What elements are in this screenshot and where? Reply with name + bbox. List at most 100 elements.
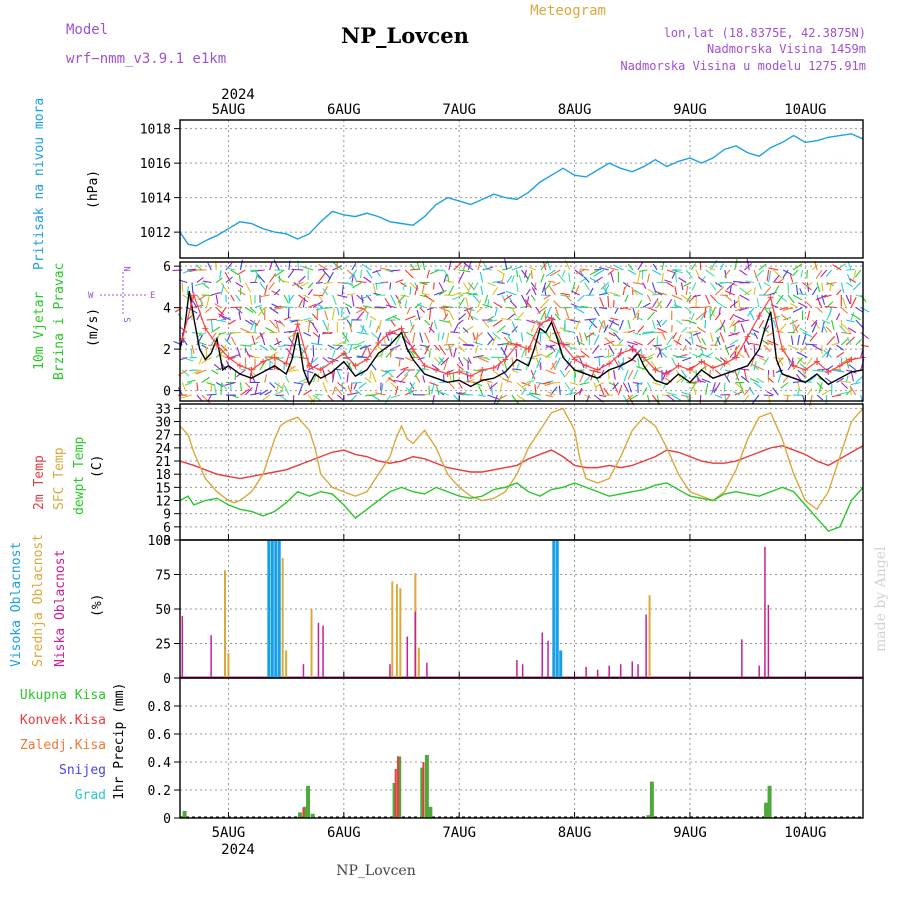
wind-barb bbox=[685, 285, 689, 296]
wind-barb bbox=[322, 374, 329, 383]
wind-barb bbox=[671, 269, 683, 274]
wind-barb bbox=[662, 369, 668, 380]
wind-barb bbox=[617, 338, 624, 346]
wind-barb bbox=[545, 269, 556, 277]
pressure-frame bbox=[179, 119, 864, 259]
wind-barb bbox=[740, 323, 745, 333]
wind-barb bbox=[531, 287, 537, 296]
wind-barb bbox=[431, 364, 440, 371]
wind-barb bbox=[691, 381, 700, 384]
wind-barb bbox=[792, 307, 803, 313]
wind-barb bbox=[612, 344, 624, 347]
wind-barb bbox=[254, 304, 262, 309]
wind-barb bbox=[458, 291, 470, 296]
wind-barb bbox=[633, 340, 643, 346]
y-tick-label: 25 bbox=[155, 638, 171, 653]
wind-barb bbox=[499, 382, 503, 393]
wind-barb bbox=[797, 369, 806, 378]
wind-barb bbox=[468, 282, 474, 291]
wind-barb bbox=[714, 335, 721, 346]
wind-barb bbox=[739, 269, 748, 276]
wind-barb bbox=[534, 384, 537, 396]
wind-barb bbox=[309, 357, 319, 366]
bar bbox=[389, 664, 391, 678]
wind-barb bbox=[654, 290, 663, 296]
wind-barb bbox=[777, 374, 782, 383]
wind-barb bbox=[554, 313, 561, 321]
wind-barb bbox=[341, 285, 344, 296]
wind-barb bbox=[271, 290, 280, 296]
wind-barb bbox=[720, 294, 728, 297]
wind-barb bbox=[402, 282, 406, 290]
wind-barb bbox=[700, 344, 704, 354]
wind-barb bbox=[661, 272, 664, 283]
wind-barb bbox=[613, 294, 621, 297]
wind-barb bbox=[646, 294, 652, 302]
wind-barb bbox=[239, 382, 243, 392]
wind-barb bbox=[424, 344, 430, 352]
wind-barb bbox=[796, 357, 803, 365]
wind-barb bbox=[525, 344, 527, 357]
wind-barb bbox=[477, 259, 482, 271]
wind-barb bbox=[506, 332, 513, 344]
wind-barb bbox=[690, 263, 697, 271]
pressure-panel: 1012 1014 1016 1018 bbox=[140, 119, 864, 259]
wind-barb bbox=[288, 294, 295, 302]
wind-barb bbox=[397, 294, 406, 304]
wind-barb bbox=[602, 394, 614, 397]
wind-barb bbox=[748, 386, 755, 396]
wind-barb bbox=[487, 338, 493, 346]
wind-barb bbox=[315, 281, 323, 284]
y-tick-label: 15 bbox=[155, 481, 171, 496]
bar bbox=[391, 581, 394, 678]
wind-barb bbox=[692, 353, 701, 359]
bar bbox=[406, 636, 409, 678]
wind-barb bbox=[305, 319, 314, 323]
wind-barb bbox=[269, 307, 279, 314]
wind-barb bbox=[593, 382, 597, 391]
wind-barb bbox=[283, 294, 289, 304]
wind-barb bbox=[275, 394, 285, 397]
wind-barb bbox=[604, 337, 614, 346]
bar bbox=[645, 614, 647, 678]
wind-barb bbox=[240, 388, 250, 396]
wind-barb bbox=[506, 306, 515, 310]
wind-barb bbox=[429, 269, 440, 275]
wind-barb bbox=[525, 288, 531, 296]
wind-barb bbox=[558, 385, 561, 396]
wind-barb bbox=[666, 282, 674, 288]
compass-e: E bbox=[150, 291, 155, 301]
wind-barb bbox=[661, 332, 667, 340]
bar bbox=[277, 540, 281, 678]
wind-barb bbox=[674, 270, 678, 283]
wind-barb bbox=[850, 297, 857, 308]
wind-barb bbox=[607, 295, 610, 308]
wind-barb bbox=[191, 344, 195, 354]
wind-barb bbox=[458, 369, 470, 374]
wind-barb bbox=[466, 309, 474, 321]
wind-barb bbox=[438, 319, 450, 324]
wind-barb bbox=[303, 332, 311, 337]
wind-barb bbox=[753, 344, 756, 355]
wind-barb bbox=[637, 261, 644, 271]
wind-barb bbox=[466, 292, 478, 296]
wind-barb bbox=[729, 319, 736, 329]
wind-barb bbox=[207, 394, 212, 402]
bar bbox=[392, 783, 397, 818]
dewpt-temp-line bbox=[179, 482, 864, 533]
wind-barb bbox=[574, 369, 577, 378]
wind-barb bbox=[516, 362, 520, 371]
wind-barb bbox=[680, 282, 684, 291]
wind-barb bbox=[387, 377, 396, 383]
wind-barb bbox=[705, 269, 715, 277]
wind-barb bbox=[768, 267, 779, 271]
wind-barb bbox=[213, 363, 222, 371]
wind-barb bbox=[442, 305, 454, 309]
wind-barb bbox=[516, 394, 526, 401]
wind-barb bbox=[724, 373, 731, 383]
wind-barb bbox=[764, 341, 774, 346]
wind-barb bbox=[317, 273, 326, 283]
wind-barb bbox=[666, 394, 676, 402]
wind-barb bbox=[637, 270, 641, 283]
wind-barb bbox=[264, 357, 274, 364]
